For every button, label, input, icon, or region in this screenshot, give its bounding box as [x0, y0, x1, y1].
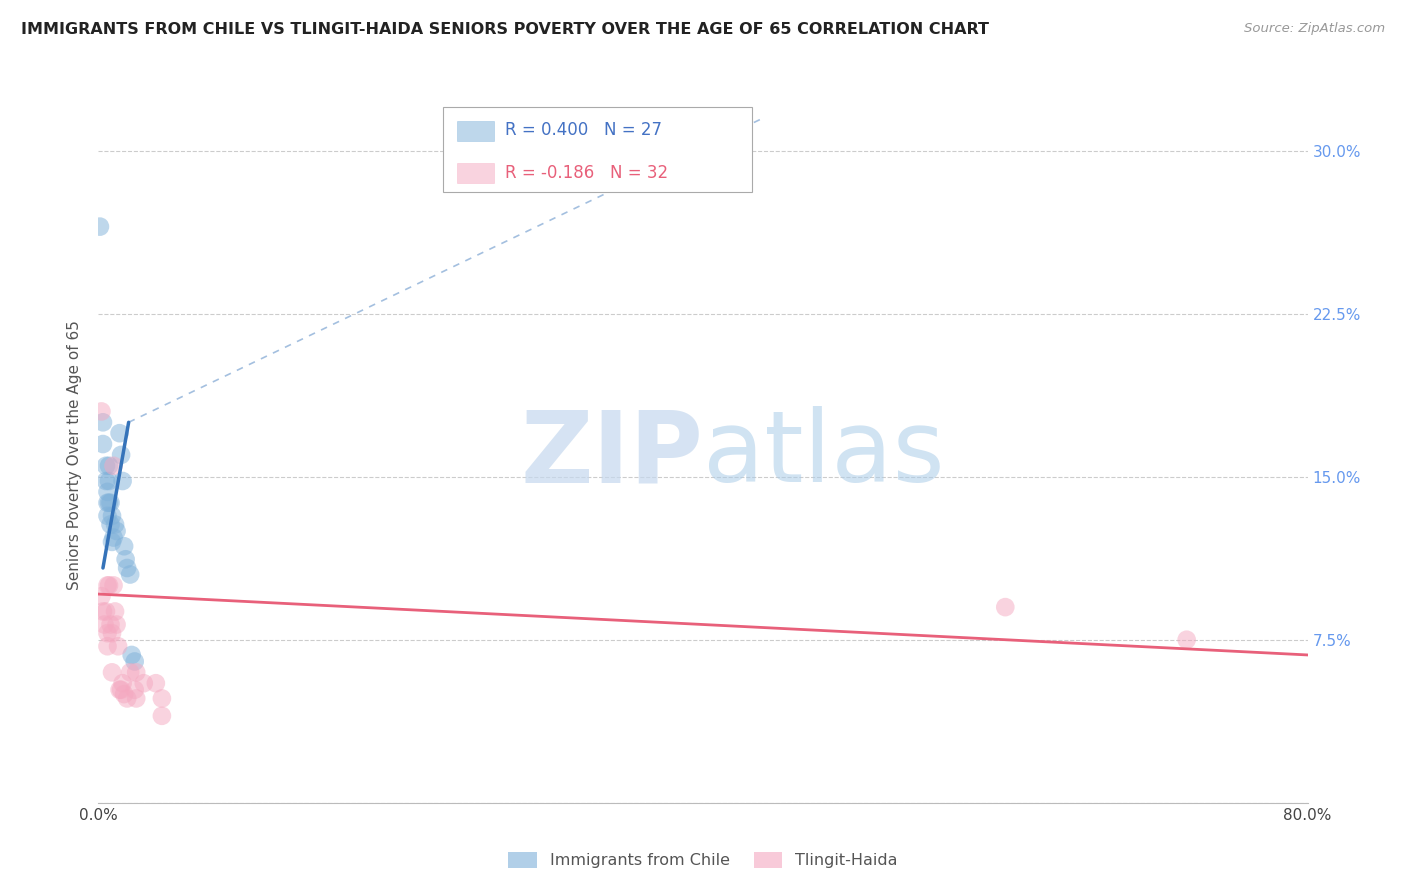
Point [112, 687, 135, 701]
Point [93, 617, 115, 632]
Text: R = 0.400   N = 27: R = 0.400 N = 27 [505, 121, 662, 139]
Point [100, 617, 122, 632]
Point [89, 219, 111, 234]
Point [96, 578, 118, 592]
Point [1175, 632, 1198, 647]
Point [94, 474, 117, 488]
Point [105, 524, 128, 538]
Point [104, 605, 127, 619]
Point [98, 458, 121, 473]
Point [120, 665, 142, 680]
Point [94, 458, 117, 473]
Text: R = -0.186   N = 32: R = -0.186 N = 32 [505, 164, 668, 182]
Point [94, 605, 117, 619]
Point [110, 682, 132, 697]
Y-axis label: Seniors Poverty Over the Age of 65: Seniors Poverty Over the Age of 65 [67, 320, 83, 590]
Point [112, 539, 135, 553]
Text: ZIP: ZIP [520, 407, 703, 503]
Point [103, 531, 125, 545]
Point [124, 682, 146, 697]
Point [110, 448, 132, 462]
Point [100, 517, 122, 532]
Point [121, 648, 143, 662]
Point [103, 578, 125, 592]
Point [98, 578, 121, 592]
Point [103, 458, 125, 473]
Point [91, 415, 114, 429]
Legend: Immigrants from Chile, Tlingit-Haida: Immigrants from Chile, Tlingit-Haida [502, 846, 904, 875]
Point [150, 691, 173, 706]
Point [132, 676, 155, 690]
Point [90, 589, 112, 603]
Point [101, 626, 124, 640]
Point [91, 605, 114, 619]
Point [115, 691, 138, 706]
Text: IMMIGRANTS FROM CHILE VS TLINGIT-HAIDA SENIORS POVERTY OVER THE AGE OF 65 CORREL: IMMIGRANTS FROM CHILE VS TLINGIT-HAIDA S… [21, 22, 988, 37]
Point [98, 474, 121, 488]
Point [108, 682, 131, 697]
Point [104, 517, 127, 532]
Point [114, 552, 136, 566]
Point [120, 567, 142, 582]
Point [96, 496, 118, 510]
Point [96, 639, 118, 653]
Point [105, 617, 128, 632]
Point [101, 665, 124, 680]
Point [150, 708, 173, 723]
Point [96, 508, 118, 523]
Point [125, 665, 148, 680]
Text: atlas: atlas [703, 407, 945, 503]
Point [96, 484, 118, 499]
Point [107, 639, 129, 653]
Point [101, 535, 124, 549]
Point [90, 404, 112, 418]
Point [91, 437, 114, 451]
Point [125, 691, 148, 706]
Point [100, 496, 122, 510]
Text: Source: ZipAtlas.com: Source: ZipAtlas.com [1244, 22, 1385, 36]
Point [994, 600, 1017, 615]
Point [111, 676, 134, 690]
Point [96, 626, 118, 640]
Point [124, 655, 146, 669]
Point [108, 426, 131, 441]
Point [145, 676, 167, 690]
Point [98, 496, 121, 510]
Point [101, 508, 124, 523]
Point [111, 474, 134, 488]
Point [115, 561, 138, 575]
